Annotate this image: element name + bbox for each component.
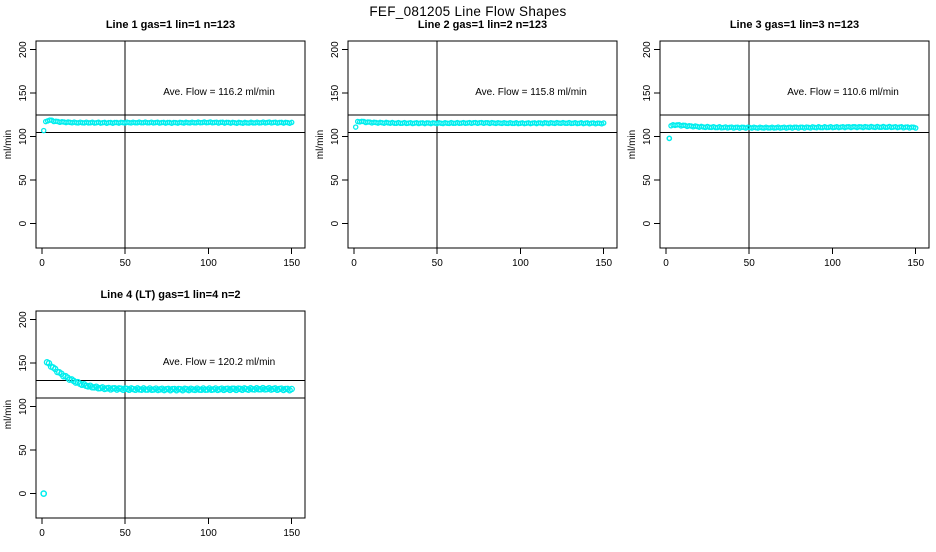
flow-data-point [255,386,263,393]
x-tick-label: 50 [120,258,132,269]
outlier-data-point [666,135,673,142]
plot-box [35,40,306,249]
x-tick-label: 50 [744,258,756,269]
flow-data-point [88,384,96,391]
line1-flow-chart: Line 1 gas=1 lin=1 n=123 0 50 100 150 200 ml/m… [3,19,306,269]
y-tick-label: 100 [642,128,653,145]
subplot-line4: Line 4 (LT) gas=1 lin=4 n=2 0 50 100 150 200 m… [0,286,312,552]
y-tick-label: 50 [330,174,341,186]
y-tick-label: 0 [642,220,653,226]
y-tick-label: 150 [18,354,29,371]
x-tick-label: 50 [120,528,132,539]
y-tick-label: 50 [18,444,29,456]
y-axis-label: ml/min [3,130,14,159]
x-tick-label: 100 [200,528,217,539]
flow-data-point [228,385,236,393]
x-tick-label: 150 [283,258,300,269]
x-tick-label: 150 [595,258,612,269]
y-axis-label: ml/min [315,130,326,159]
subplot-title: Line 1 gas=1 lin=1 n=123 [106,19,235,31]
outlier-data-point [40,490,48,497]
subplot-line2: Line 2 gas=1 lin=2 n=123 0 50 100 150 200 ml/m… [312,16,624,282]
page-title: FEF_081205 Line Flow Shapes [369,4,567,19]
plot-box [659,40,930,249]
subplot-title: Line 2 gas=1 lin=2 n=123 [418,19,547,31]
x-tick-label: 0 [351,258,357,269]
flow-data-point [40,127,47,134]
y-tick-label: 100 [18,398,29,415]
y-tick-label: 200 [330,41,341,58]
subplot-line1: Line 1 gas=1 lin=1 n=123 0 50 100 150 200 ml/m… [0,16,312,282]
flow-data-point [282,385,289,393]
flow-data-point [202,386,209,393]
subplot-title: Line 3 gas=1 lin=3 n=123 [730,19,859,31]
flow-data-point [60,372,67,380]
y-tick-label: 150 [642,84,653,101]
x-tick-label: 0 [39,258,45,269]
y-tick-label: 200 [642,41,653,58]
y-axis-label: ml/min [3,400,14,429]
x-tick-label: 150 [283,528,300,539]
flow-data-point [288,385,295,393]
line4-flow-chart: Line 4 (LT) gas=1 lin=4 n=2 0 50 100 150 200 m… [3,289,306,539]
x-tick-label: 100 [824,258,841,269]
flow-data-point [912,125,919,131]
y-tick-label: 0 [18,220,29,226]
ave-flow-annotation: Ave. Flow = 110.6 ml/min [787,87,899,98]
y-tick-label: 200 [18,311,29,328]
x-tick-label: 100 [200,258,217,269]
y-tick-label: 0 [18,490,29,496]
y-tick-label: 150 [18,84,29,101]
subplot-line3: Line 3 gas=1 lin=3 n=123 0 50 100 150 200 ml/m… [624,16,936,282]
y-tick-label: 50 [642,174,653,186]
flow-data-point [288,119,295,126]
x-tick-label: 0 [39,528,45,539]
ave-flow-annotation: Ave. Flow = 115.8 ml/min [475,87,587,98]
plot-box [35,310,306,519]
x-tick-label: 50 [432,258,444,269]
x-tick-label: 150 [907,258,924,269]
x-tick-label: 0 [663,258,669,269]
y-tick-label: 200 [18,41,29,58]
line2-flow-chart: Line 2 gas=1 lin=2 n=123 0 50 100 150 200 ml/m… [315,19,618,269]
y-axis-label: ml/min [627,130,638,159]
y-tick-label: 50 [18,174,29,186]
line3-flow-chart: Line 3 gas=1 lin=3 n=123 0 50 100 150 200 ml/m… [627,19,930,269]
flow-data-point [600,120,607,126]
y-tick-label: 150 [330,84,341,101]
flow-data-point [352,124,359,130]
x-tick-label: 100 [512,258,529,269]
plot-box [347,40,618,249]
y-tick-label: 100 [330,128,341,145]
flow-data-point [169,385,176,393]
y-tick-label: 0 [330,220,341,226]
flow-data-point [142,386,149,393]
subplot-title: Line 4 (LT) gas=1 lin=4 n=2 [100,289,240,301]
ave-flow-annotation: Ave. Flow = 116.2 ml/min [163,87,275,98]
y-tick-label: 100 [18,128,29,145]
ave-flow-annotation: Ave. Flow = 120.2 ml/min [163,357,275,368]
